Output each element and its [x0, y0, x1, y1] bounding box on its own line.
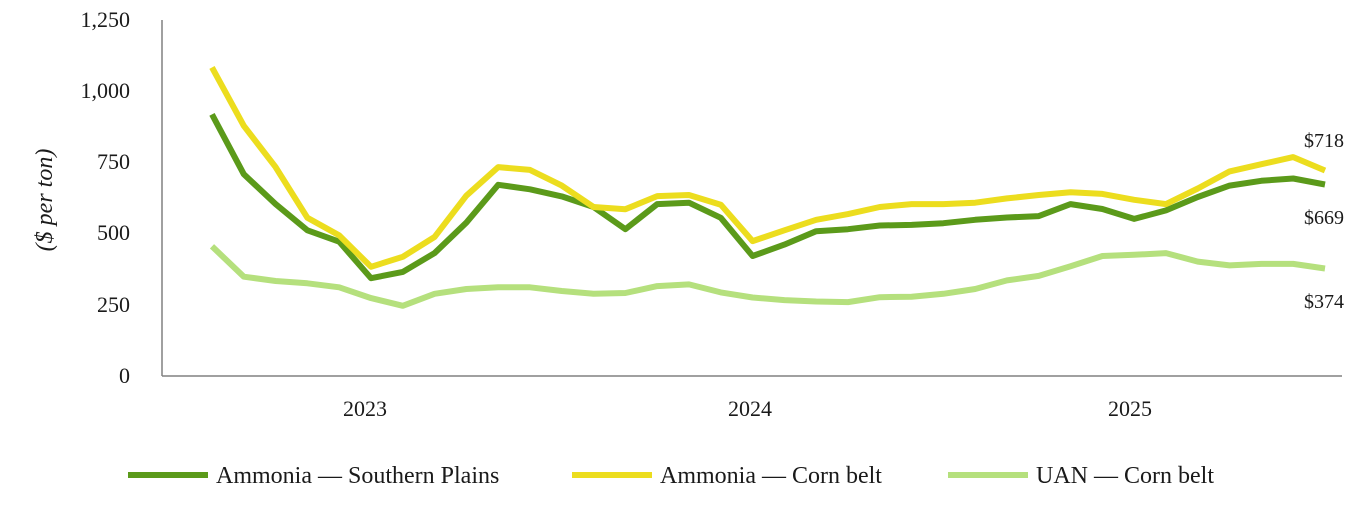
- y-tick-label: 1,000: [81, 78, 131, 103]
- legend-item: Ammonia — Southern Plains: [128, 463, 499, 489]
- y-tick-label: 750: [97, 149, 130, 174]
- series-line-ammonia-southern-plains: [209, 112, 1326, 282]
- legend: Ammonia — Southern Plains Ammonia — Corn…: [128, 463, 1214, 489]
- x-tick-label: 2025: [1108, 396, 1152, 421]
- series-lines: [209, 65, 1327, 309]
- end-labels: $718 $669 $374: [1304, 130, 1344, 313]
- x-tick-label: 2024: [728, 396, 772, 421]
- y-tick-label: 1,250: [81, 7, 131, 32]
- y-tick-label: 500: [97, 220, 130, 245]
- end-label-uan-corn-belt: $374: [1304, 291, 1344, 313]
- y-tick-label: 250: [97, 292, 130, 317]
- y-tick-label: 0: [119, 363, 130, 388]
- end-label-southern-plains-ammonia: $669: [1304, 207, 1344, 229]
- legend-label: Ammonia — Southern Plains: [216, 463, 499, 489]
- series-line-uan-corn-belt: [209, 244, 1326, 309]
- end-label-corn-belt-ammonia: $718: [1304, 130, 1344, 152]
- x-tick-label: 2023: [343, 396, 387, 421]
- y-axis-tick-labels: 0 250 500 750 1,000 1,250: [81, 7, 131, 388]
- legend-label: UAN — Corn belt: [1036, 463, 1214, 489]
- legend-label: Ammonia — Corn belt: [660, 463, 882, 489]
- legend-item: UAN — Corn belt: [948, 463, 1214, 489]
- legend-item: Ammonia — Corn belt: [572, 463, 882, 489]
- y-axis-label: ($ per ton): [32, 149, 58, 252]
- series-line-ammonia-corn-belt: [209, 65, 1327, 270]
- x-axis-tick-labels: 2023 2024 2025: [343, 396, 1152, 421]
